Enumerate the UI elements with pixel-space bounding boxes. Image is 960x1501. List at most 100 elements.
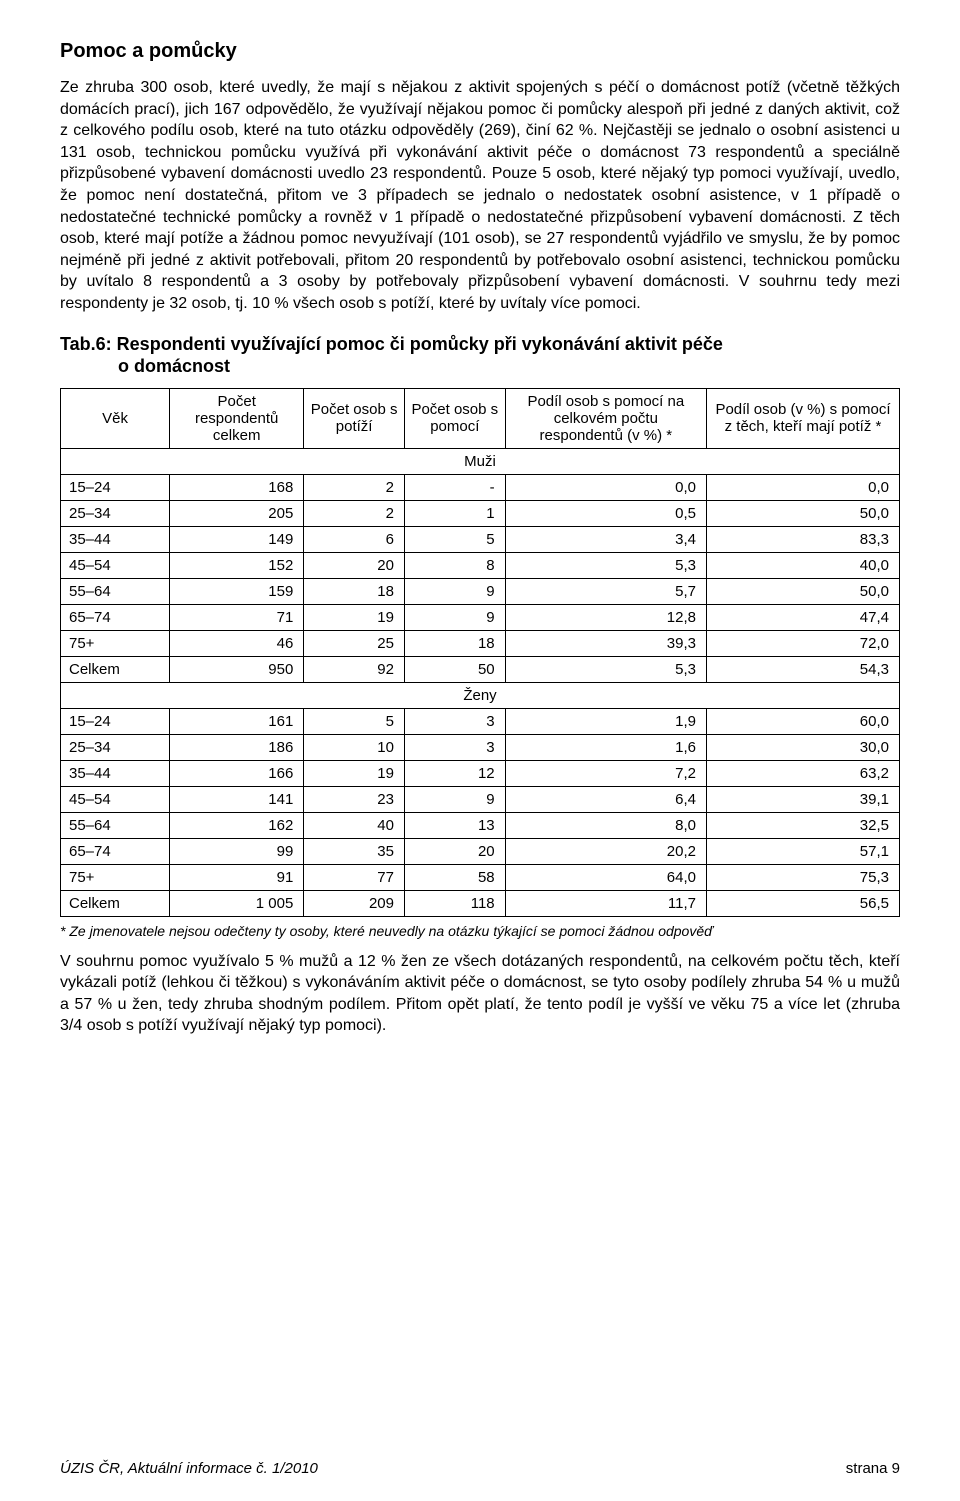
table-row: 75+91775864,075,3 (61, 864, 900, 890)
table-row: 65–747119912,847,4 (61, 604, 900, 630)
table-row: Celkem1 00520911811,756,5 (61, 890, 900, 916)
cell-age: 75+ (61, 630, 170, 656)
cell-pct-total: 64,0 (505, 864, 706, 890)
cell-difficulty: 6 (304, 526, 405, 552)
table-row: 15–24161531,960,0 (61, 708, 900, 734)
cell-age: 45–54 (61, 552, 170, 578)
cell-pct-difficulty: 50,0 (707, 500, 900, 526)
cell-pct-difficulty: 30,0 (707, 734, 900, 760)
cell-help: 8 (404, 552, 505, 578)
table-row: Celkem95092505,354,3 (61, 656, 900, 682)
cell-difficulty: 10 (304, 734, 405, 760)
header-pct-total: Podíl osob s pomocí na celkovém počtu re… (505, 388, 706, 448)
cell-pct-difficulty: 32,5 (707, 812, 900, 838)
cell-help: 5 (404, 526, 505, 552)
header-help: Počet osob s pomocí (404, 388, 505, 448)
cell-difficulty: 2 (304, 500, 405, 526)
paragraph-2: V souhrnu pomoc využívalo 5 % mužů a 12 … (60, 951, 900, 1037)
cell-pct-total: 1,9 (505, 708, 706, 734)
cell-difficulty: 25 (304, 630, 405, 656)
cell-difficulty: 92 (304, 656, 405, 682)
cell-pct-difficulty: 72,0 (707, 630, 900, 656)
cell-pct-total: 6,4 (505, 786, 706, 812)
cell-age: 75+ (61, 864, 170, 890)
section-row-women: Ženy (61, 682, 900, 708)
table-caption: Tab.6: Respondenti využívající pomoc či … (60, 333, 900, 378)
cell-difficulty: 5 (304, 708, 405, 734)
cell-difficulty: 2 (304, 474, 405, 500)
cell-pct-difficulty: 47,4 (707, 604, 900, 630)
table-row: 25–341861031,630,0 (61, 734, 900, 760)
cell-help: 3 (404, 708, 505, 734)
cell-difficulty: 209 (304, 890, 405, 916)
cell-pct-total: 0,0 (505, 474, 706, 500)
cell-age: 15–24 (61, 474, 170, 500)
table-row: 75+46251839,372,0 (61, 630, 900, 656)
cell-help: 3 (404, 734, 505, 760)
table-row: 15–241682-0,00,0 (61, 474, 900, 500)
cell-pct-total: 1,6 (505, 734, 706, 760)
footer-left: ÚZIS ČR, Aktuální informace č. 1/2010 (60, 1460, 318, 1477)
cell-pct-difficulty: 63,2 (707, 760, 900, 786)
cell-age: 35–44 (61, 526, 170, 552)
cell-respondents: 46 (170, 630, 304, 656)
cell-pct-total: 12,8 (505, 604, 706, 630)
table-row: 35–44149653,483,3 (61, 526, 900, 552)
cell-pct-total: 5,3 (505, 656, 706, 682)
section-label-men: Muži (61, 448, 900, 474)
cell-difficulty: 35 (304, 838, 405, 864)
cell-respondents: 91 (170, 864, 304, 890)
cell-pct-total: 39,3 (505, 630, 706, 656)
cell-respondents: 152 (170, 552, 304, 578)
table-footnote: * Ze jmenovatele nejsou odečteny ty osob… (60, 923, 900, 939)
cell-age: 15–24 (61, 708, 170, 734)
cell-help: 12 (404, 760, 505, 786)
cell-pct-difficulty: 54,3 (707, 656, 900, 682)
cell-age: 55–64 (61, 812, 170, 838)
section-row-men: Muži (61, 448, 900, 474)
cell-pct-total: 5,7 (505, 578, 706, 604)
table-caption-line2: o domácnost (60, 355, 900, 378)
header-row: Věk Počet respondentů celkem Počet osob … (61, 388, 900, 448)
cell-pct-total: 7,2 (505, 760, 706, 786)
cell-respondents: 161 (170, 708, 304, 734)
cell-help: 58 (404, 864, 505, 890)
table-row: 35–4416619127,263,2 (61, 760, 900, 786)
paragraph-1: Ze zhruba 300 osob, které uvedly, že maj… (60, 77, 900, 315)
section-label-women: Ženy (61, 682, 900, 708)
cell-age: 55–64 (61, 578, 170, 604)
cell-difficulty: 20 (304, 552, 405, 578)
cell-help: 9 (404, 786, 505, 812)
cell-age: 35–44 (61, 760, 170, 786)
cell-pct-difficulty: 56,5 (707, 890, 900, 916)
page: Pomoc a pomůcky Ze zhruba 300 osob, kter… (0, 0, 960, 1501)
page-footer: ÚZIS ČR, Aktuální informace č. 1/2010 st… (60, 1460, 900, 1477)
table-row: 65–7499352020,257,1 (61, 838, 900, 864)
cell-difficulty: 18 (304, 578, 405, 604)
table-row: 45–541522085,340,0 (61, 552, 900, 578)
cell-pct-difficulty: 60,0 (707, 708, 900, 734)
cell-difficulty: 40 (304, 812, 405, 838)
cell-respondents: 166 (170, 760, 304, 786)
cell-pct-difficulty: 57,1 (707, 838, 900, 864)
cell-pct-total: 8,0 (505, 812, 706, 838)
cell-help: 13 (404, 812, 505, 838)
table-row: 25–34205210,550,0 (61, 500, 900, 526)
cell-pct-total: 20,2 (505, 838, 706, 864)
cell-respondents: 1 005 (170, 890, 304, 916)
table-body: Muži 15–241682-0,00,025–34205210,550,035… (61, 448, 900, 916)
cell-respondents: 162 (170, 812, 304, 838)
cell-pct-difficulty: 0,0 (707, 474, 900, 500)
cell-age: Celkem (61, 656, 170, 682)
cell-difficulty: 19 (304, 604, 405, 630)
cell-age: Celkem (61, 890, 170, 916)
cell-age: 65–74 (61, 838, 170, 864)
cell-respondents: 149 (170, 526, 304, 552)
table-row: 55–6416240138,032,5 (61, 812, 900, 838)
cell-difficulty: 19 (304, 760, 405, 786)
cell-pct-total: 3,4 (505, 526, 706, 552)
cell-help: 9 (404, 578, 505, 604)
cell-respondents: 141 (170, 786, 304, 812)
data-table: Věk Počet respondentů celkem Počet osob … (60, 388, 900, 917)
header-pct-difficulty: Podíl osob (v %) s pomocí z těch, kteří … (707, 388, 900, 448)
